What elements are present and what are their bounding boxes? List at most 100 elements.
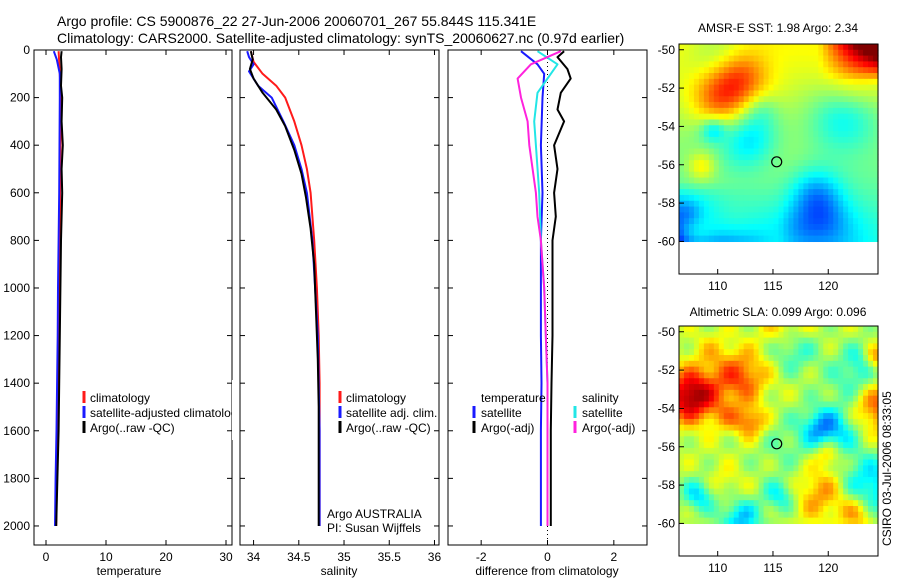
map-cell (798, 360, 804, 368)
map-cell (743, 78, 750, 86)
salinity-annotation-line1: Argo AUSTRALIA (327, 507, 422, 521)
map-cell (868, 206, 874, 213)
map-cell (738, 430, 745, 437)
map-cell (813, 366, 819, 374)
map-cell (743, 61, 750, 68)
map-cell (783, 343, 790, 350)
map-cell (868, 235, 874, 243)
map-cell (783, 471, 790, 478)
map-cell (783, 488, 790, 495)
map-cell (808, 494, 814, 501)
map-cell (693, 465, 700, 472)
map-cell (738, 229, 745, 237)
map-cell (679, 154, 685, 161)
map-cell (813, 78, 819, 86)
map-cell (758, 206, 765, 213)
map-cell (853, 395, 859, 403)
map-cell (753, 49, 760, 57)
map-cell (813, 96, 819, 103)
map-cell (733, 90, 740, 97)
map-cell (848, 506, 854, 513)
map-cell (688, 488, 695, 495)
map-cell (693, 119, 700, 126)
map-cell (748, 73, 755, 80)
map-cell (858, 44, 864, 51)
map-cell (708, 73, 715, 80)
map-cell (693, 494, 700, 501)
map-cell (808, 355, 814, 362)
map-cell (679, 235, 685, 243)
map-cell (753, 349, 760, 356)
map-cell (683, 447, 690, 455)
map-cell (698, 206, 705, 213)
map-cell (688, 459, 695, 466)
map-cell (798, 506, 804, 513)
map-cell (733, 447, 740, 455)
map-cell (693, 235, 700, 243)
map-cell (858, 471, 864, 478)
map-cell (733, 102, 740, 109)
map-cell (828, 131, 834, 138)
map-cell (803, 506, 809, 513)
map-cell (693, 430, 700, 437)
map-cell (828, 453, 834, 461)
map-cell (828, 212, 834, 219)
map-cell (679, 331, 685, 339)
map-cell (773, 125, 780, 132)
map-cell (843, 506, 849, 513)
map-cell (818, 154, 824, 161)
map-cell (783, 424, 790, 432)
map-cell (858, 506, 864, 513)
map-cell (828, 430, 834, 437)
map-cell (688, 200, 695, 208)
map-cell (683, 113, 690, 121)
map-cell (748, 131, 755, 138)
map-cell (808, 459, 814, 466)
map-cell (703, 142, 710, 150)
map-cell (818, 401, 824, 408)
map-cell (833, 224, 839, 231)
map-cell (768, 476, 775, 484)
map-cell (728, 482, 735, 490)
map-cell (808, 84, 814, 92)
map-cell (703, 160, 710, 167)
map-cell (773, 453, 780, 461)
map-cell (853, 142, 859, 150)
map-cell (723, 349, 730, 356)
map-cell (803, 355, 809, 362)
map-cell (743, 366, 750, 374)
x-tick-label: 34.5 (287, 550, 311, 564)
map-cell (788, 459, 795, 466)
map-cell (823, 113, 829, 121)
map-cell (698, 131, 705, 138)
map-cell (688, 349, 695, 356)
map-cell (763, 61, 770, 68)
map-cell (788, 378, 795, 385)
map-y-tick-label: -50 (658, 43, 676, 57)
map-cell (698, 235, 705, 243)
map-cell (773, 212, 780, 219)
map-cell (748, 49, 755, 57)
map-cell (838, 389, 844, 397)
map-cell (858, 488, 864, 495)
map-cell (763, 360, 770, 368)
map-cell (688, 395, 695, 403)
map-cell (858, 366, 864, 374)
map-cell (848, 229, 854, 237)
map-cell (818, 343, 824, 350)
map-cell (833, 506, 839, 513)
map-cell (748, 331, 755, 339)
map-cell (868, 107, 874, 115)
map-cell (838, 119, 844, 126)
map-cell (868, 337, 874, 345)
map-cell (718, 413, 725, 420)
map-cell (693, 154, 700, 161)
map-cell (693, 84, 700, 92)
map-cell (813, 44, 819, 51)
map-cell (843, 488, 849, 495)
map-cell (683, 73, 690, 80)
map-cell (713, 407, 720, 414)
map-x-tick-label: 115 (763, 279, 782, 293)
map-cell (833, 235, 839, 243)
map-cell (798, 165, 804, 173)
